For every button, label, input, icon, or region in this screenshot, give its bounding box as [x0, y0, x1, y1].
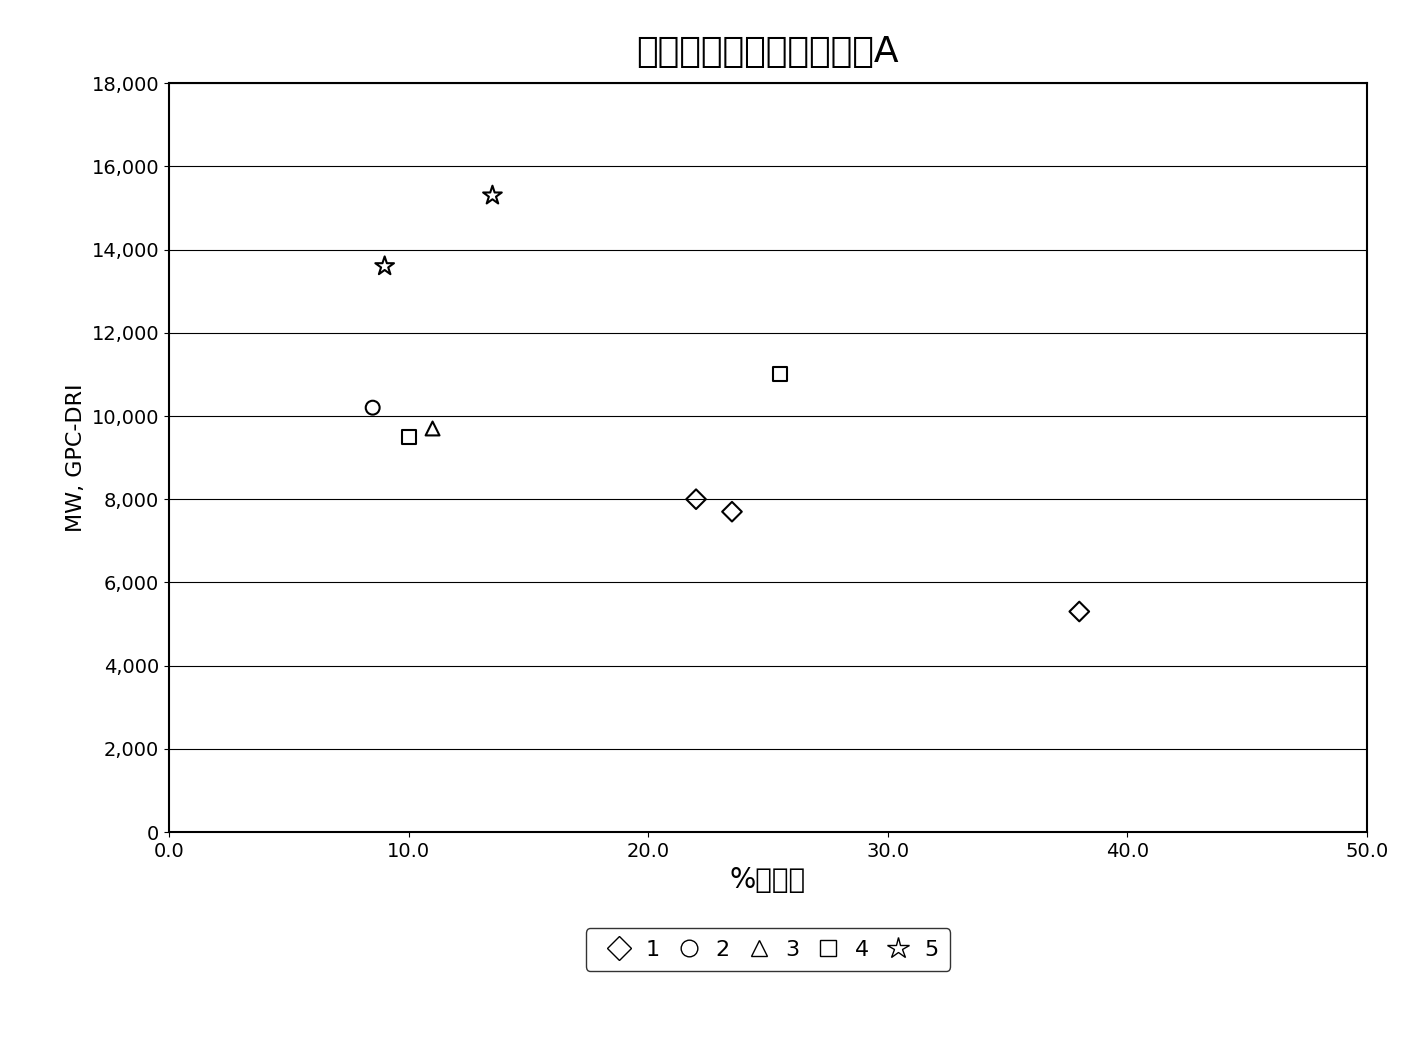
Point: [721, 503, 744, 520]
X-axis label: %转化率: %转化率: [730, 866, 806, 894]
Legend: 1, 2, 3, 4, 5: 1, 2, 3, 4, 5: [586, 929, 950, 970]
Point: [685, 491, 707, 508]
Point: [482, 187, 504, 204]
Title: 具有各种活化剂的茂金属A: 具有各种活化剂的茂金属A: [637, 35, 899, 70]
Point: [373, 258, 396, 275]
Point: [397, 428, 420, 445]
Y-axis label: MW, GPC-DRI: MW, GPC-DRI: [66, 384, 86, 531]
Point: [361, 399, 383, 416]
Point: [769, 366, 792, 383]
Point: [1068, 603, 1091, 620]
Point: [421, 420, 444, 437]
